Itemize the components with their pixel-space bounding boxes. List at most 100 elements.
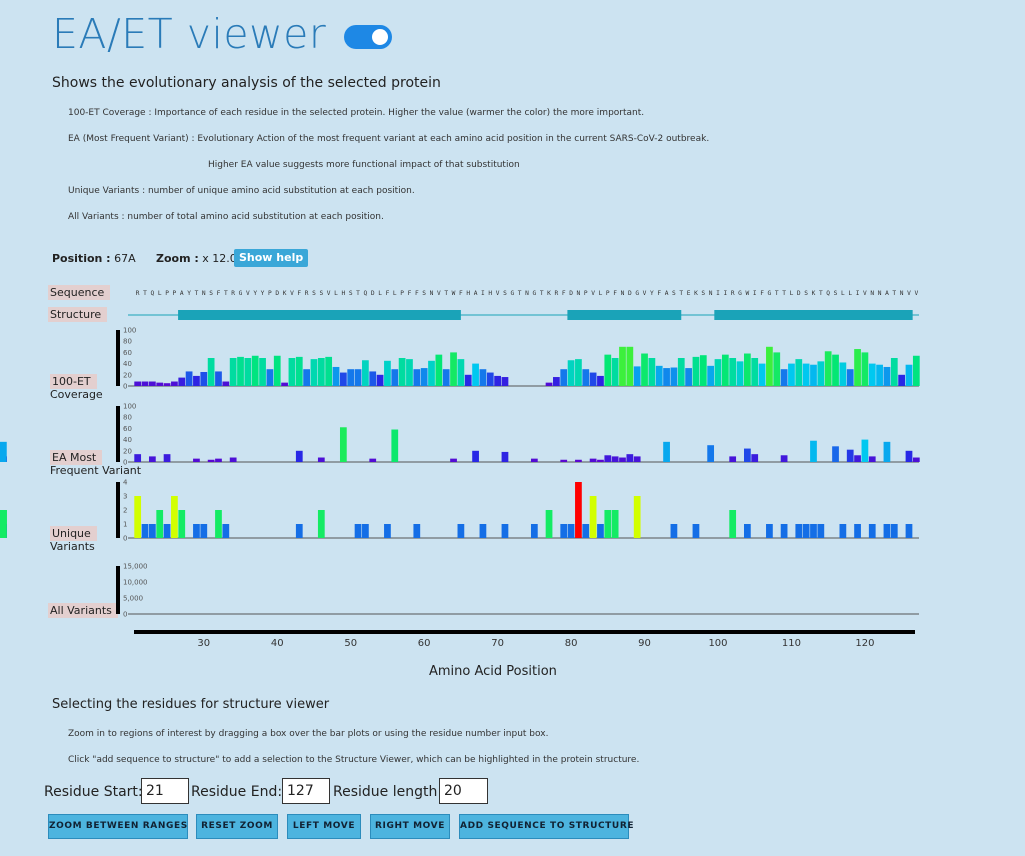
- show-help-button[interactable]: Show help: [234, 249, 309, 267]
- data-bar: [670, 524, 678, 538]
- residue-start-input[interactable]: [141, 778, 189, 804]
- sequence-residue: E: [687, 290, 691, 297]
- data-bar: [171, 381, 178, 386]
- sequence-residue: T: [679, 290, 683, 297]
- sequence-residue: I: [481, 290, 485, 297]
- page-title: EA/ET viewer: [52, 10, 327, 58]
- sequence-residue: P: [268, 290, 272, 297]
- add-sequence-to-structure-button[interactable]: ADD SEQUENCE TO STRUCTURE: [459, 814, 634, 839]
- sequence-residue: G: [532, 290, 536, 297]
- data-bar: [802, 363, 810, 386]
- data-bar: [890, 358, 898, 386]
- data-bar: [597, 375, 604, 386]
- data-bar: [575, 482, 582, 538]
- sequence-residue: S: [422, 290, 426, 297]
- left-move-button[interactable]: LEFT MOVE: [287, 814, 361, 839]
- sequence-residue: F: [217, 290, 221, 297]
- sequence-residue: N: [525, 290, 529, 297]
- data-bar: [163, 524, 171, 538]
- y-tick-label: 15,000: [123, 563, 148, 571]
- structure-helix: [567, 310, 682, 320]
- sequence-residue: H: [488, 290, 492, 297]
- data-bar: [0, 510, 7, 538]
- data-bar: [317, 457, 325, 462]
- x-tick-label: 60: [418, 638, 431, 649]
- sequence-residue: Q: [150, 290, 154, 297]
- sequence-residue: N: [709, 290, 713, 297]
- data-bar: [773, 352, 781, 386]
- data-bar: [339, 427, 347, 462]
- sequence-residue: T: [195, 290, 199, 297]
- sequence-residue: V: [496, 290, 500, 297]
- data-bar: [582, 369, 590, 386]
- zoom-readout: Zoom : x 12.0: [156, 252, 237, 265]
- data-bar: [729, 358, 737, 386]
- track-label-coverage: 100-ET Coverage: [50, 374, 103, 401]
- data-bar: [663, 368, 670, 386]
- data-bar: [883, 366, 891, 386]
- sequence-residue: Y: [650, 290, 654, 297]
- reset-zoom-button[interactable]: RESET ZOOM: [196, 814, 278, 839]
- y-tick-label: 2: [123, 507, 127, 515]
- data-bar: [861, 439, 869, 462]
- view-toggle[interactable]: [344, 25, 392, 49]
- data-bar: [148, 381, 156, 386]
- position-readout: Position : 67A: [52, 252, 136, 265]
- data-bar: [824, 351, 832, 386]
- sequence-residue: K: [283, 290, 287, 297]
- toggle-knob: [372, 29, 388, 45]
- right-move-button[interactable]: RIGHT MOVE: [370, 814, 450, 839]
- sequence-residue: L: [158, 290, 162, 297]
- sequence-residue: K: [812, 290, 816, 297]
- page-subtitle: Shows the evolutionary analysis of the s…: [52, 75, 441, 91]
- data-bar: [890, 524, 898, 538]
- sequence-residue: D: [797, 290, 801, 297]
- data-bar: [854, 524, 861, 538]
- sequence-residue: P: [165, 290, 169, 297]
- data-bar: [215, 510, 222, 538]
- data-bar: [839, 362, 847, 386]
- residue-end-input[interactable]: [282, 778, 330, 804]
- x-tick-label: 50: [344, 638, 357, 649]
- data-bar: [810, 524, 817, 538]
- data-bar: [619, 457, 626, 462]
- x-tick-label: 30: [197, 638, 210, 649]
- zoom-between-ranges-button[interactable]: ZOOM BETWEEN RANGES: [48, 814, 188, 839]
- data-bar: [663, 441, 670, 462]
- data-bar: [670, 367, 678, 386]
- data-bar: [479, 524, 487, 538]
- data-bar: [766, 346, 773, 386]
- data-bar: [795, 359, 803, 386]
- track-label-coverage-1: 100-ET: [50, 374, 97, 389]
- sequence-residue: P: [400, 290, 404, 297]
- residue-length-input[interactable]: [439, 778, 488, 804]
- data-bar: [237, 356, 244, 386]
- data-bar: [200, 524, 208, 538]
- data-bar: [457, 359, 465, 386]
- data-bar: [207, 459, 215, 462]
- data-bar: [295, 524, 303, 538]
- data-bar: [788, 363, 795, 386]
- sequence-residue: R: [731, 290, 735, 297]
- data-bar: [751, 358, 759, 386]
- y-tick-label: 100: [123, 327, 136, 335]
- track-label-ea: EA Most Frequent Variant: [50, 450, 141, 477]
- data-bar: [134, 496, 142, 538]
- data-bar: [244, 358, 252, 386]
- sequence-residue: N: [202, 290, 206, 297]
- y-tick-label: 80: [123, 414, 132, 422]
- data-bar: [215, 458, 222, 462]
- sequence-residue: T: [782, 290, 786, 297]
- sequence-residue: Q: [826, 290, 830, 297]
- data-bar: [362, 524, 369, 538]
- track-label-coverage-2: Coverage: [50, 388, 103, 401]
- sequence-residue: W: [452, 290, 456, 297]
- sequence-residue: S: [804, 290, 808, 297]
- data-bar: [501, 377, 509, 386]
- x-axis-label: Amino Acid Position: [429, 664, 557, 679]
- sequence-residue: V: [246, 290, 250, 297]
- data-bar: [354, 524, 362, 538]
- data-bar: [222, 524, 230, 538]
- data-bar: [876, 364, 883, 386]
